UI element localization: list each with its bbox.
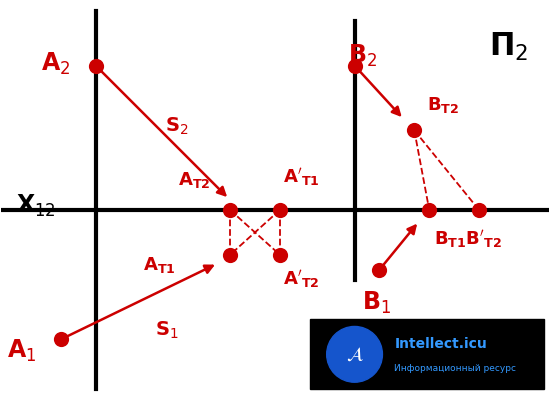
Text: $\mathbf{B}_{\mathbf{T1}}\mathbf{B'}_{\mathbf{T2}}$: $\mathbf{B}_{\mathbf{T1}}\mathbf{B'}_{\m… bbox=[434, 228, 502, 250]
Text: $\mathbf{B}_1$: $\mathbf{B}_1$ bbox=[361, 290, 390, 316]
Circle shape bbox=[327, 326, 382, 382]
Point bbox=[425, 207, 433, 213]
Point bbox=[226, 252, 234, 258]
Point bbox=[276, 252, 284, 258]
Text: $\mathbf{A}_{\mathbf{T1}}$: $\mathbf{A}_{\mathbf{T1}}$ bbox=[143, 255, 175, 275]
Point bbox=[57, 336, 65, 343]
Text: $\mathbf{A'}_{\mathbf{T1}}$: $\mathbf{A'}_{\mathbf{T1}}$ bbox=[283, 166, 320, 188]
Text: $\mathbf{A}_2$: $\mathbf{A}_2$ bbox=[41, 51, 71, 77]
Point bbox=[410, 127, 419, 134]
Text: $\mathcal{A}$: $\mathcal{A}$ bbox=[345, 345, 364, 364]
Text: $\mathbf{S}_1$: $\mathbf{S}_1$ bbox=[156, 320, 179, 341]
Point bbox=[350, 62, 359, 69]
Text: $\mathbf{A}_{\mathbf{T2}}$: $\mathbf{A}_{\mathbf{T2}}$ bbox=[178, 170, 210, 190]
Point bbox=[226, 207, 234, 213]
Text: $\mathbf{A}_1$: $\mathbf{A}_1$ bbox=[7, 338, 36, 364]
Point bbox=[375, 266, 384, 273]
Text: Информационный ресурс: Информационный ресурс bbox=[394, 364, 516, 373]
Bar bbox=[310, 320, 544, 389]
Text: $\mathbf{\Pi}_2$: $\mathbf{\Pi}_2$ bbox=[489, 31, 529, 63]
Text: $\mathbf{A'}_{\mathbf{T2}}$: $\mathbf{A'}_{\mathbf{T2}}$ bbox=[283, 268, 320, 290]
Point bbox=[276, 207, 284, 213]
Point bbox=[91, 62, 100, 69]
Text: $\mathbf{B}_{\mathbf{T2}}$: $\mathbf{B}_{\mathbf{T2}}$ bbox=[427, 95, 459, 115]
Text: Intellect.icu: Intellect.icu bbox=[394, 337, 487, 351]
Text: $\mathbf{B}_2$: $\mathbf{B}_2$ bbox=[348, 43, 377, 69]
Text: $\mathbf{S}_2$: $\mathbf{S}_2$ bbox=[166, 115, 189, 137]
Point bbox=[475, 207, 483, 213]
Text: $\mathbf{X}_{12}$: $\mathbf{X}_{12}$ bbox=[16, 193, 56, 219]
